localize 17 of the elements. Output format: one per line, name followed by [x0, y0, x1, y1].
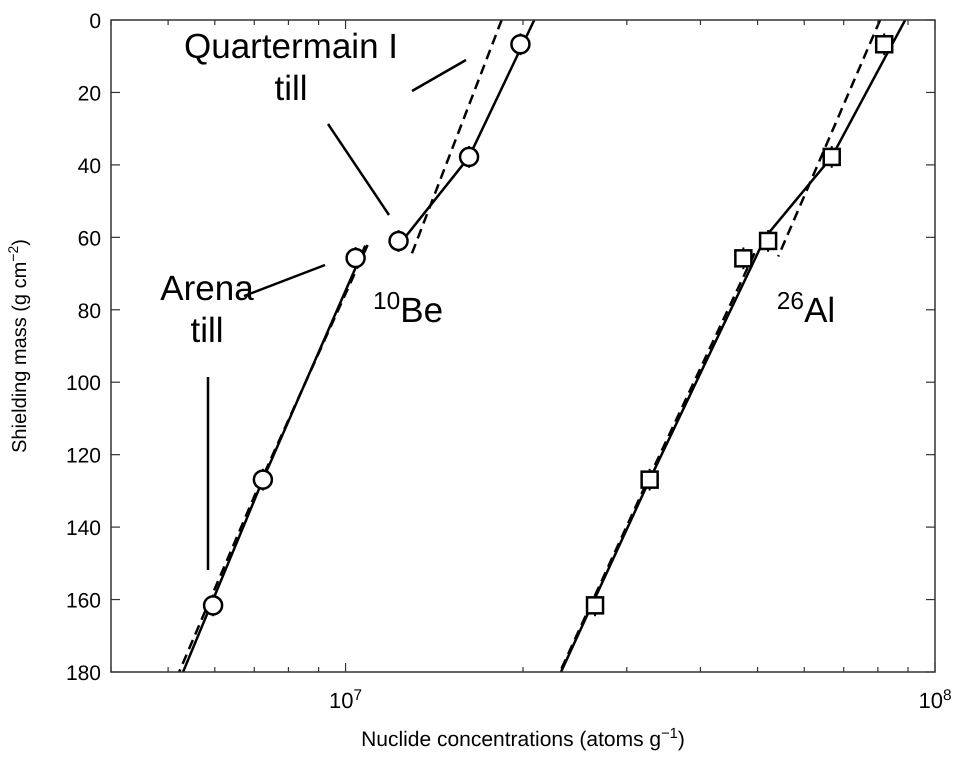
y-tick-label: 80 — [78, 300, 101, 323]
y-tick-label: 140 — [66, 517, 101, 540]
y-tick-label: 40 — [78, 154, 101, 178]
annotation: $^{26}$Al — [776, 288, 836, 330]
y-tick-label: 120 — [66, 444, 101, 468]
x-tick-label: 10$^{8}$ — [918, 686, 952, 713]
y-tick-label: 160 — [66, 590, 101, 613]
y-tick-label: 60 — [78, 227, 101, 250]
y-tick-label: 20 — [78, 82, 101, 106]
y-tick-label: 100 — [66, 372, 101, 396]
x-tick-label: 10$^{7}$ — [329, 686, 362, 713]
annotation: Arena till — [160, 269, 254, 350]
y-tick-label: 0 — [89, 10, 101, 33]
annotation: Quartermain I till — [184, 27, 398, 108]
x-axis-title: Nuclide concentrations (atoms g$^{−1}$) — [361, 726, 685, 751]
annotation: $^{10}$Be — [372, 288, 444, 330]
y-tick-label: 180 — [66, 662, 101, 685]
